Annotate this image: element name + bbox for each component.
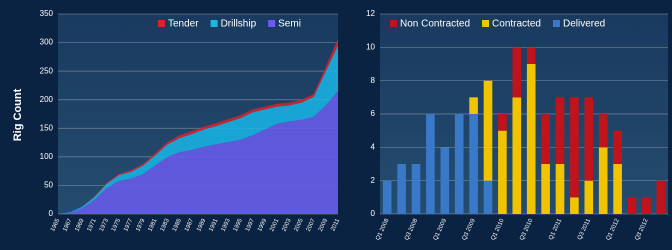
bar bbox=[642, 197, 651, 214]
legend-label: Contracted bbox=[492, 19, 541, 30]
bar bbox=[426, 114, 435, 214]
legend-label: Drillship bbox=[221, 19, 257, 30]
y-tick-label: 6 bbox=[371, 109, 376, 118]
bar bbox=[613, 131, 622, 164]
legend-swatch bbox=[211, 20, 218, 27]
y-tick-label: 250 bbox=[40, 66, 54, 75]
bar bbox=[484, 181, 493, 214]
bar bbox=[397, 164, 406, 214]
bar bbox=[498, 114, 507, 131]
bar bbox=[512, 97, 521, 214]
legend-swatch bbox=[482, 20, 489, 27]
bar bbox=[383, 181, 392, 214]
bar bbox=[570, 197, 579, 214]
y-axis-label: Rig Count bbox=[12, 88, 24, 141]
legend-swatch bbox=[553, 20, 560, 27]
bar bbox=[440, 147, 449, 214]
bar bbox=[484, 81, 493, 181]
legend-swatch bbox=[390, 20, 397, 27]
y-tick-label: 200 bbox=[40, 95, 54, 104]
legend-swatch bbox=[268, 20, 275, 27]
y-tick-label: 100 bbox=[40, 152, 54, 161]
y-tick-label: 350 bbox=[40, 9, 54, 18]
y-tick-label: 8 bbox=[371, 76, 376, 85]
bar bbox=[541, 164, 550, 214]
y-tick-label: 0 bbox=[49, 209, 54, 218]
y-tick-label: 4 bbox=[371, 142, 376, 151]
bar bbox=[527, 47, 536, 64]
y-tick-label: 10 bbox=[366, 42, 375, 51]
bar bbox=[527, 64, 536, 214]
bar bbox=[599, 147, 608, 214]
dashboard: Rig Count 050100150200250300350196519671… bbox=[0, 0, 672, 250]
bar bbox=[541, 114, 550, 164]
bar bbox=[584, 181, 593, 214]
bar bbox=[455, 114, 464, 214]
legend-label: Tender bbox=[168, 19, 199, 30]
bar bbox=[570, 97, 579, 197]
y-tick-label: 300 bbox=[40, 38, 54, 47]
bar bbox=[628, 197, 637, 214]
bar bbox=[656, 181, 665, 214]
legend-label: Semi bbox=[278, 19, 301, 30]
legend-label: Delivered bbox=[563, 19, 605, 30]
bar bbox=[498, 131, 507, 214]
bar bbox=[469, 97, 478, 114]
bar bbox=[556, 97, 565, 164]
y-tick-label: 0 bbox=[371, 209, 376, 218]
bar bbox=[512, 47, 521, 97]
bar bbox=[469, 114, 478, 214]
bar bbox=[613, 164, 622, 214]
y-tick-label: 12 bbox=[366, 9, 375, 18]
y-tick-label: 50 bbox=[44, 181, 53, 190]
y-tick-label: 150 bbox=[40, 123, 54, 132]
bar bbox=[599, 114, 608, 147]
bar bbox=[412, 164, 421, 214]
y-tick-label: 2 bbox=[371, 176, 376, 185]
bar bbox=[584, 97, 593, 180]
bar bbox=[556, 164, 565, 214]
legend-label: Non Contracted bbox=[400, 19, 470, 30]
legend-swatch bbox=[158, 20, 165, 27]
